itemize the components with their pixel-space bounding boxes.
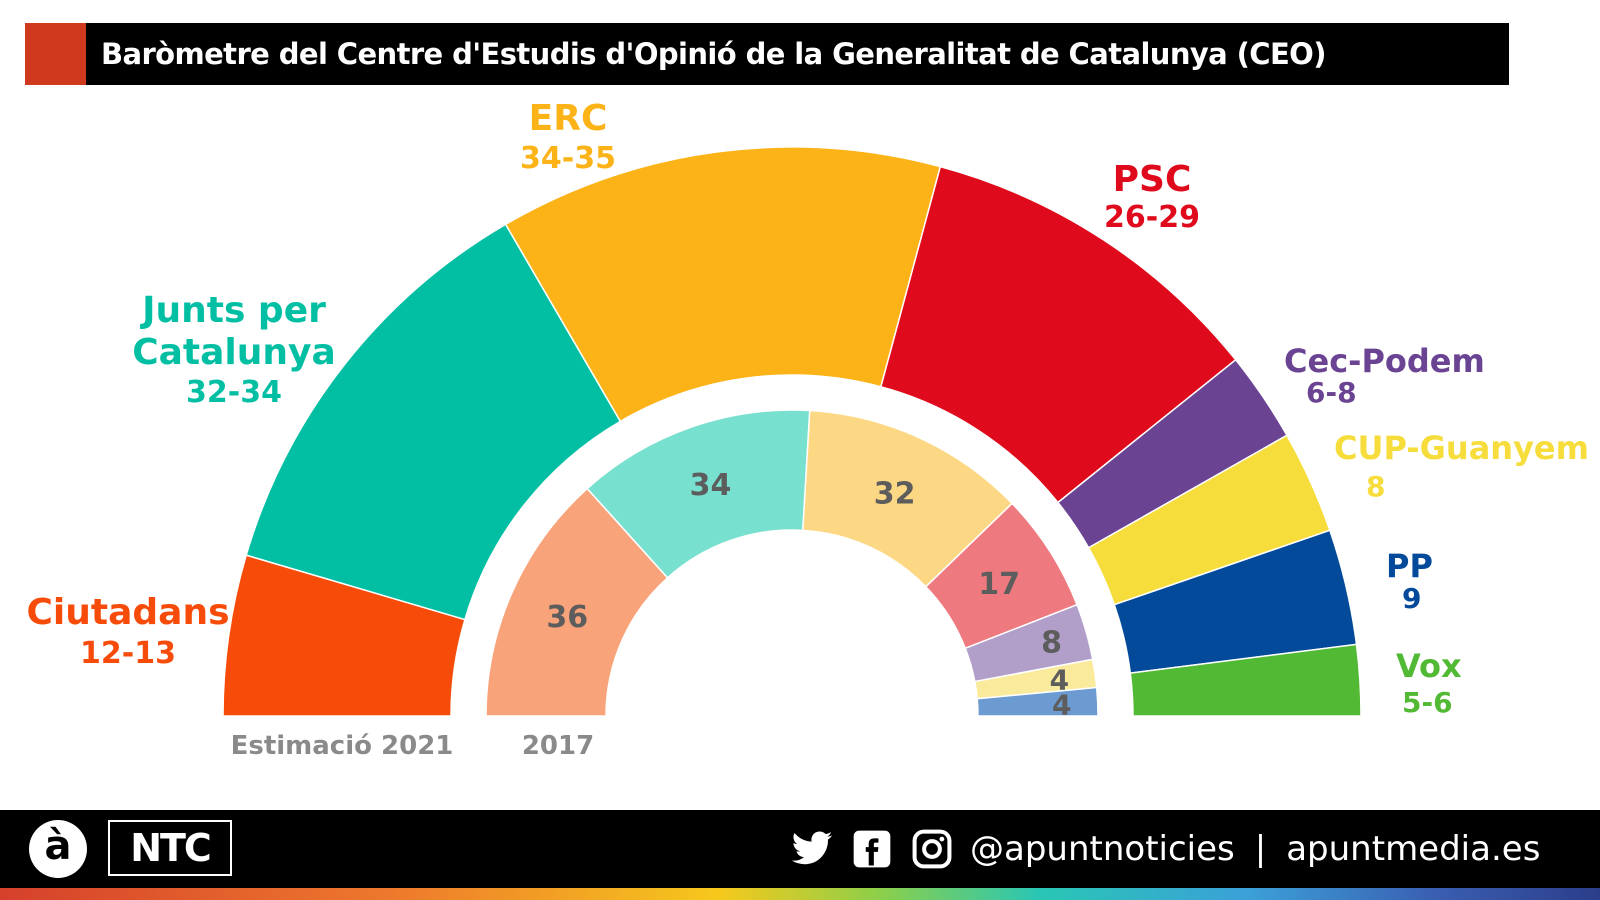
label-cup-guanyem: CUP-Guanyem 8 <box>1334 429 1589 503</box>
party-name: PP <box>1386 547 1433 585</box>
party-seats: 32-34 <box>186 375 282 410</box>
label-vox: Vox 5-6 <box>1396 647 1462 719</box>
apunt-logo: à <box>29 820 87 878</box>
ring-label-2017: 2017 <box>522 731 594 761</box>
ntc-logo: NTC <box>108 820 232 876</box>
instagram-icon[interactable] <box>910 827 954 871</box>
outer-segment-psc <box>879 165 1237 504</box>
chart-title: Baròmetre del Centre d'Estudis d'Opinió … <box>101 37 1327 71</box>
twitter-icon[interactable] <box>790 827 834 871</box>
party-seats: 6-8 <box>1306 376 1357 409</box>
social-links: @apuntnoticies | apuntmedia.es <box>790 824 1540 874</box>
party-name: Cec-Podem <box>1284 342 1485 380</box>
ring-label-2021: Estimació 2021 <box>231 731 454 761</box>
party-seats: 34-35 <box>520 141 616 176</box>
label-pp: PP 9 <box>1386 547 1433 615</box>
party-seats: 12-13 <box>80 636 176 671</box>
party-seats: 26-29 <box>1104 200 1200 235</box>
party-name: ERC <box>529 98 608 139</box>
title-bar: Baròmetre del Centre d'Estudis d'Opinió … <box>25 23 1509 85</box>
label-psc: PSC 26-29 <box>1104 159 1200 235</box>
label-ciutadans: Ciutadans 12-13 <box>26 592 229 671</box>
inner-ring-2017 <box>485 409 1099 717</box>
social-handle[interactable]: @apuntnoticies <box>970 829 1235 869</box>
label-junts: Junts per Catalunya 32-34 <box>132 290 336 410</box>
inner-value-psc: 17 <box>978 567 1020 602</box>
label-erc: ERC 34-35 <box>520 98 616 176</box>
outer-ring-2021 <box>222 146 1362 717</box>
party-name: Ciutadans <box>26 592 229 633</box>
inner-value-cup: 4 <box>1050 663 1069 696</box>
inner-value-cec-podem: 8 <box>1041 626 1062 661</box>
title-accent <box>25 23 86 85</box>
outer-segment-erc <box>504 146 942 423</box>
party-name: Vox <box>1396 647 1462 685</box>
inner-segment-pp <box>976 686 1099 717</box>
inner-value-junts-per-catalunya: 34 <box>690 468 732 503</box>
party-seats: 9 <box>1402 582 1421 615</box>
label-cec-podem: Cec-Podem 6-8 <box>1284 342 1485 409</box>
party-name-line1: Junts per <box>139 290 326 331</box>
party-name-line2: Catalunya <box>132 332 336 373</box>
inner-value-pp: 4 <box>1052 688 1071 721</box>
outer-segment-junts-per-catalunya <box>245 223 622 621</box>
website-link[interactable]: apuntmedia.es <box>1286 829 1541 869</box>
rainbow-stripe <box>0 888 1600 900</box>
party-name: PSC <box>1113 159 1192 200</box>
party-seats: 8 <box>1366 470 1385 503</box>
facebook-icon[interactable] <box>850 827 894 871</box>
separator: | <box>1254 829 1267 869</box>
party-name: CUP-Guanyem <box>1334 429 1589 467</box>
inner-value-erc: 32 <box>874 476 916 511</box>
party-seats: 5-6 <box>1402 686 1453 719</box>
outer-segment-vox <box>1129 643 1362 717</box>
inner-value-ciutadans: 36 <box>546 600 588 635</box>
